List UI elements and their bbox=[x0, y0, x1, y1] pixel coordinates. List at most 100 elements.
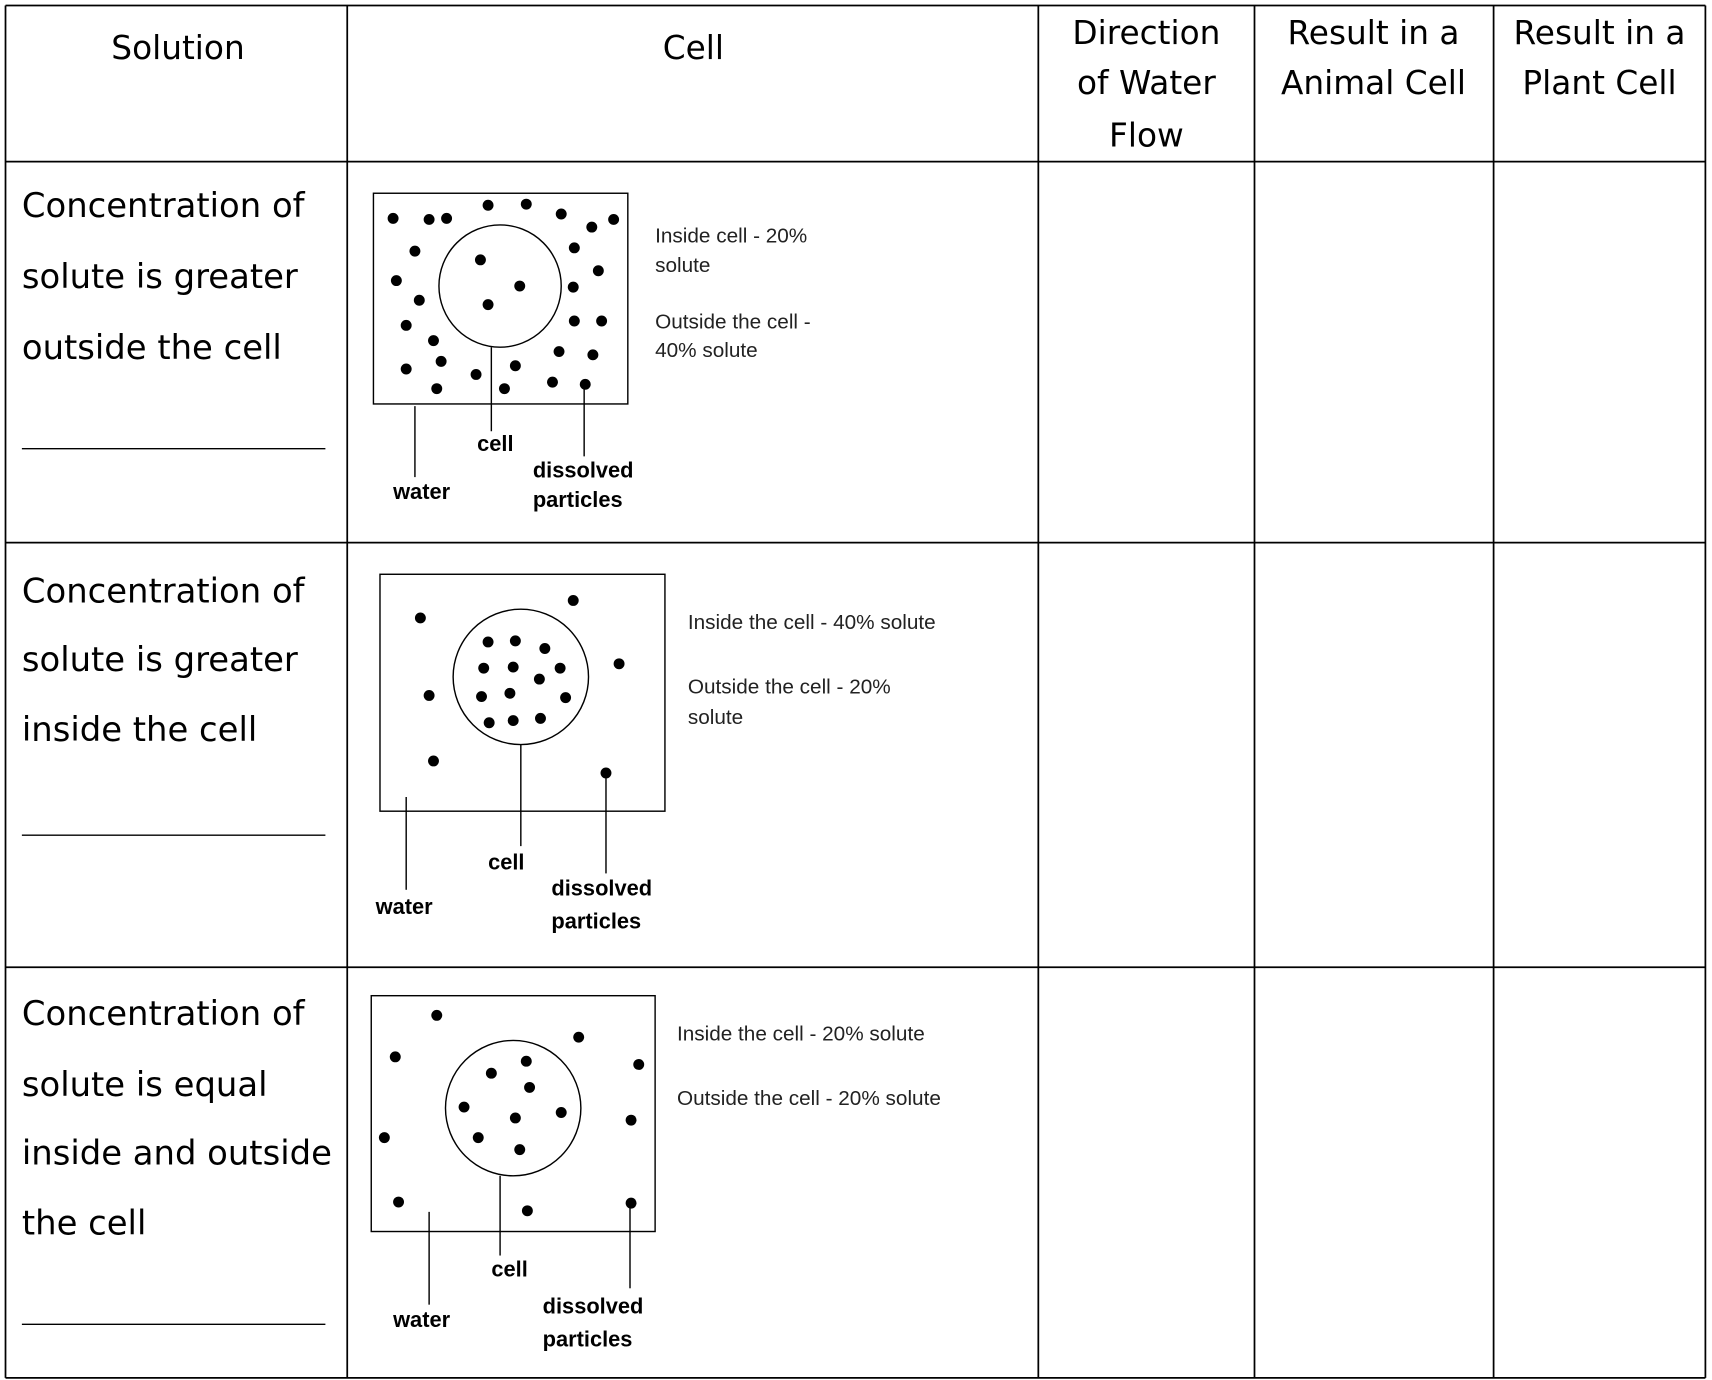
cell-membrane bbox=[438, 224, 562, 348]
particle bbox=[633, 1059, 645, 1070]
particle bbox=[472, 1132, 484, 1144]
solution-text: Concentration of bbox=[22, 994, 306, 1033]
particle bbox=[414, 612, 426, 624]
particle bbox=[435, 355, 447, 367]
particle bbox=[409, 245, 421, 257]
solution-text: Concentration of bbox=[22, 571, 306, 610]
column-header: Result in a bbox=[1288, 14, 1460, 52]
particle bbox=[625, 1114, 637, 1126]
particle bbox=[509, 635, 521, 647]
cell-membrane bbox=[444, 1039, 582, 1177]
particle bbox=[413, 294, 425, 306]
particle bbox=[592, 265, 604, 277]
particles-label: dissolved bbox=[551, 876, 652, 901]
inside-concentration: Inside the cell - 20% solute bbox=[677, 1022, 925, 1045]
particles-label: particles bbox=[533, 487, 623, 512]
particle bbox=[535, 712, 546, 724]
solution-text: solute is equal bbox=[22, 1065, 268, 1104]
particle bbox=[555, 1107, 567, 1118]
outside-concentration: solute bbox=[688, 706, 743, 729]
solution-text: inside and outside bbox=[22, 1134, 332, 1173]
particle bbox=[428, 755, 439, 767]
solution-text: solute is greater bbox=[22, 640, 298, 679]
outside-concentration: 40% solute bbox=[655, 339, 758, 362]
column-header: Animal Cell bbox=[1281, 64, 1466, 102]
particle bbox=[573, 1031, 585, 1043]
particle bbox=[539, 643, 551, 654]
particle bbox=[568, 242, 580, 254]
particle bbox=[482, 199, 494, 211]
particle bbox=[428, 335, 439, 347]
cell-label: cell bbox=[477, 431, 513, 456]
column-header: of Water bbox=[1077, 64, 1216, 102]
cell-membrane bbox=[452, 608, 590, 746]
particle bbox=[474, 254, 486, 266]
particle bbox=[478, 662, 490, 674]
column-header: Flow bbox=[1109, 117, 1184, 155]
particle bbox=[555, 208, 567, 220]
particle bbox=[390, 275, 402, 287]
solution-text: the cell bbox=[22, 1203, 146, 1242]
particle bbox=[521, 1205, 533, 1217]
particle bbox=[507, 661, 519, 673]
particle bbox=[560, 692, 572, 704]
particle bbox=[389, 1051, 401, 1063]
inside-concentration: Inside cell - 20% bbox=[655, 224, 807, 247]
inside-concentration: Inside the cell - 40% solute bbox=[688, 611, 936, 634]
particle bbox=[509, 1112, 521, 1124]
particle bbox=[553, 346, 565, 358]
particle bbox=[567, 595, 579, 606]
particle bbox=[586, 221, 598, 233]
outside-concentration: Outside the cell - bbox=[655, 311, 811, 334]
particle bbox=[441, 212, 453, 224]
column-header: Plant Cell bbox=[1522, 64, 1676, 102]
particle bbox=[387, 212, 399, 224]
particle bbox=[504, 687, 516, 699]
particle bbox=[507, 715, 519, 727]
particles-label: dissolved bbox=[533, 457, 634, 482]
column-header: Solution bbox=[111, 29, 244, 67]
particle bbox=[579, 378, 591, 390]
column-header: Result in a bbox=[1514, 14, 1686, 52]
inside-concentration: solute bbox=[655, 254, 710, 277]
outside-concentration: Outside the cell - 20% bbox=[688, 675, 891, 698]
particle bbox=[476, 691, 487, 703]
particle bbox=[520, 1055, 532, 1067]
water-label: water bbox=[392, 1307, 451, 1332]
particle bbox=[625, 1197, 637, 1209]
particle bbox=[587, 349, 599, 361]
water-label: water bbox=[392, 479, 451, 504]
cell-label: cell bbox=[491, 1257, 527, 1282]
solution-text: inside the cell bbox=[22, 710, 257, 749]
particle bbox=[482, 636, 494, 648]
particle bbox=[378, 1132, 390, 1144]
particle bbox=[613, 658, 625, 670]
particles-label: dissolved bbox=[543, 1294, 644, 1319]
solution-text: solute is greater bbox=[22, 257, 298, 296]
particle bbox=[423, 213, 435, 225]
particle bbox=[520, 198, 532, 210]
particle bbox=[608, 213, 620, 225]
particle bbox=[596, 315, 608, 327]
particle bbox=[498, 383, 510, 395]
particle bbox=[514, 280, 526, 292]
particle bbox=[393, 1196, 405, 1208]
particle bbox=[458, 1101, 470, 1113]
particle bbox=[554, 662, 566, 674]
column-header: Direction bbox=[1072, 14, 1220, 52]
particle bbox=[431, 383, 443, 395]
particles-label: particles bbox=[551, 908, 641, 933]
particles-label: particles bbox=[543, 1326, 633, 1351]
diagram-container bbox=[372, 192, 629, 405]
column-header: Cell bbox=[663, 29, 724, 67]
particle bbox=[547, 376, 558, 388]
particle bbox=[568, 315, 580, 327]
particle bbox=[400, 363, 412, 375]
particle bbox=[485, 1067, 497, 1079]
particle bbox=[483, 717, 495, 729]
particle bbox=[509, 360, 521, 372]
diagram-container bbox=[379, 573, 666, 812]
diagram-container bbox=[370, 994, 656, 1233]
particle bbox=[567, 281, 579, 293]
